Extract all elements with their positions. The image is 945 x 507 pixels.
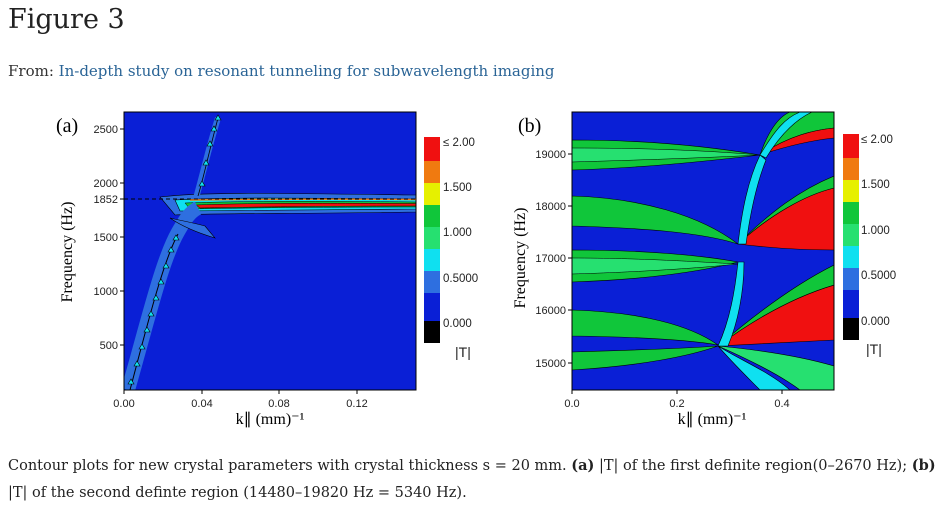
- panel-b-colorbar-label-4: 0.000: [861, 316, 890, 328]
- figure-image: (a): [56, 111, 896, 428]
- panel-b-colorbar-label-3: 0.5000: [861, 270, 896, 282]
- panel-a-xtick-3: 0.12: [346, 398, 367, 410]
- panel-a-ytick-1000: 1000: [94, 286, 118, 298]
- panel-b-ytick-19000: 19000: [535, 149, 566, 161]
- panel-b-ytick-17000: 17000: [535, 253, 566, 265]
- panel-a-colorbar-label-2: 1.000: [443, 227, 472, 239]
- panel-b-colorbar-label-0: ≤ 2.00: [861, 134, 893, 146]
- panel-b-contour-plot: [572, 112, 834, 390]
- panel-a-ytick-2000: 2000: [94, 178, 118, 190]
- caption-label-b: (b): [911, 457, 936, 474]
- panel-a-xtick-1: 0.04: [191, 398, 212, 410]
- caption-text-3: |T| of the second definte region (14480–…: [8, 485, 467, 501]
- panel-b-colorbar-label-1: 1.500: [861, 179, 890, 191]
- panel-b-xtick-1: 0.2: [669, 398, 684, 410]
- panel-b-label: (b): [518, 115, 541, 137]
- panel-b-colorbar-title: |T|: [866, 341, 882, 357]
- figure-title: Figure 3: [8, 4, 125, 35]
- panel-b-x-label: k∥ (mm)⁻¹: [678, 411, 747, 428]
- from-prefix: From:: [8, 62, 54, 80]
- panel-b-xtick-2: 0.4: [774, 398, 789, 410]
- panel-a-colorbar-label-0: ≤ 2.00: [443, 137, 475, 149]
- panel-a-colorbar-label-3: 0.5000: [443, 273, 478, 285]
- panel-a-ytick-1500: 1500: [94, 232, 118, 244]
- panel-a-colorbar-label-1: 1.500: [443, 182, 472, 194]
- panel-b-ytick-15000: 15000: [535, 358, 566, 370]
- panel-b-ytick-18000: 18000: [535, 201, 566, 213]
- caption-label-a: (a): [571, 457, 595, 474]
- panel-b-y-label: Frequency (Hz): [512, 208, 529, 309]
- panel-a-ytick-2500: 2500: [94, 124, 118, 136]
- panel-b-colorbar: ≤ 2.00 1.500 1.000 0.5000 0.000 |T|: [843, 134, 896, 357]
- panel-a-label: (a): [56, 115, 78, 137]
- panel-a-ytick-1852: 1852: [94, 194, 118, 206]
- panel-a-contour-plot: [124, 112, 416, 390]
- panel-a-xtick-2: 0.08: [268, 398, 289, 410]
- panel-a-colorbar: ≤ 2.00 1.500 1.000 0.5000 0.000 |T|: [424, 137, 478, 360]
- panel-b-ytick-16000: 16000: [535, 305, 566, 317]
- panel-a-x-label: k∥ (mm)⁻¹: [236, 411, 305, 428]
- panel-b: (b): [512, 111, 896, 428]
- panel-a-colorbar-label-4: 0.000: [443, 318, 472, 330]
- panel-a-ytick-500: 500: [100, 340, 118, 352]
- panel-a-xtick-0: 0.00: [113, 398, 134, 410]
- source-line: From: In-depth study on resonant tunneli…: [8, 62, 555, 80]
- caption-text-1: Contour plots for new crystal parameters…: [8, 458, 572, 474]
- panel-b-xtick-0: 0.0: [564, 398, 579, 410]
- panel-a: (a): [56, 111, 478, 428]
- article-link[interactable]: In-depth study on resonant tunneling for…: [58, 62, 555, 80]
- caption-text-2: |T| of the first definite region(0–2670 …: [594, 458, 912, 474]
- panel-b-colorbar-label-2: 1.000: [861, 225, 890, 237]
- panel-a-colorbar-title: |T|: [455, 344, 471, 360]
- figure-caption: Contour plots for new crystal parameters…: [8, 452, 943, 507]
- panel-a-y-label: Frequency (Hz): [59, 202, 76, 303]
